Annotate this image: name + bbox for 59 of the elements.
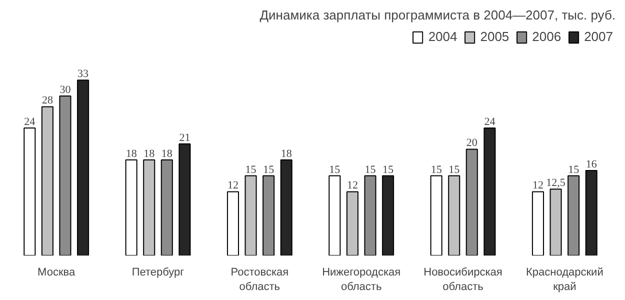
data-label: 18	[161, 148, 173, 160]
bar	[125, 159, 138, 256]
bar	[262, 175, 275, 256]
data-label: 18	[126, 148, 138, 160]
data-label: 15	[245, 164, 257, 176]
bar	[77, 80, 90, 256]
bar	[328, 175, 341, 256]
legend-label: 2005	[480, 29, 510, 44]
data-label: 15	[263, 164, 275, 176]
data-label: 33	[78, 68, 90, 80]
bar	[178, 143, 191, 256]
bar	[24, 127, 36, 256]
bar	[160, 159, 173, 256]
data-label: 15	[430, 164, 442, 176]
bar	[568, 175, 580, 256]
data-label: 12	[532, 180, 544, 192]
data-label: 15	[329, 164, 341, 176]
x-tick-label: Новосибирская область	[424, 266, 502, 293]
data-label: 16	[586, 158, 598, 170]
data-label: 18	[280, 148, 292, 160]
x-tick-label: Петербург	[132, 266, 184, 278]
legend-label: 2007	[584, 29, 613, 44]
bar	[364, 175, 376, 256]
bar	[532, 191, 544, 256]
data-label: 20	[466, 137, 478, 150]
bar	[430, 175, 442, 256]
data-label: 15	[364, 164, 376, 176]
bar	[382, 175, 394, 256]
x-tick-label: Краснодарский край	[526, 266, 604, 293]
data-label: 24	[484, 116, 496, 128]
data-label: 15	[448, 164, 460, 176]
data-label: 15	[568, 164, 580, 176]
data-label: 28	[42, 94, 54, 107]
legend-label: 2004	[428, 29, 458, 44]
data-label: 12,5	[546, 177, 566, 190]
bar	[484, 127, 496, 256]
data-label: 12	[227, 180, 238, 192]
bar	[448, 175, 460, 256]
bar	[244, 175, 257, 256]
bar	[41, 106, 54, 256]
bar	[346, 191, 358, 256]
data-label: 18	[144, 148, 156, 160]
x-tick-label: Нижегородская область	[322, 266, 401, 293]
data-label: 12	[346, 180, 358, 192]
x-tick-label: Москва	[38, 266, 76, 278]
legend-label: 2006	[532, 29, 562, 44]
data-label: 15	[382, 164, 394, 176]
bar	[59, 96, 72, 256]
bar	[550, 188, 562, 256]
data-label: 30	[60, 84, 72, 96]
data-label: 21	[179, 132, 190, 144]
bar	[466, 148, 478, 256]
bar	[143, 159, 156, 256]
data-label: 24	[24, 116, 36, 128]
x-tick-label: Ростовская область	[230, 266, 289, 293]
bar	[585, 170, 598, 256]
bar	[226, 191, 239, 256]
bar	[280, 159, 292, 256]
chart-title: Динамика зарплаты программиста в 2004—2007, тыс. руб.	[260, 8, 616, 22]
